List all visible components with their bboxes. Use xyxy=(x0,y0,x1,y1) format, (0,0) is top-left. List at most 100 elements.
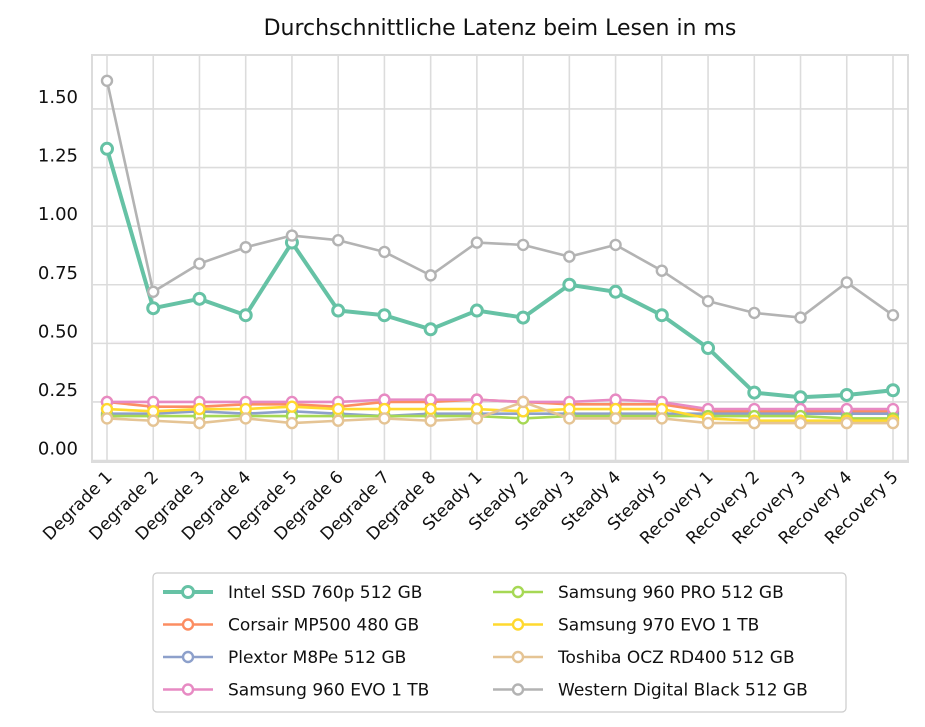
data-point xyxy=(563,250,576,263)
data-point xyxy=(701,294,715,308)
legend-item-plextor-m8pe-512-gb: Plextor M8Pe 512 GB xyxy=(163,648,406,668)
series-line xyxy=(106,400,893,425)
y-tick-label: 0.50 xyxy=(38,321,78,342)
data-point xyxy=(516,395,530,409)
data-point xyxy=(147,285,160,298)
legend-marker xyxy=(181,683,195,696)
chart-title: Durchschnittliche Latenz beim Lesen in m… xyxy=(264,16,737,41)
data-point xyxy=(378,245,391,259)
legend-label: Western Digital Black 512 GB xyxy=(558,681,808,701)
legend-box xyxy=(152,572,847,713)
data-point xyxy=(655,412,669,425)
legend-item-western-digital-black-512-gb: Western Digital Black 512 GB xyxy=(493,681,808,701)
data-point xyxy=(238,308,253,323)
legend-item-toshiba-ocz-rd400-512-gb: Toshiba OCZ RD400 512 GB xyxy=(493,648,795,668)
data-point xyxy=(193,416,206,430)
legend-label: Samsung 960 EVO 1 TB xyxy=(228,681,429,701)
data-point xyxy=(701,341,716,356)
series-line xyxy=(105,80,894,319)
data-point xyxy=(424,414,437,427)
legend-item-samsung-960-evo-1-tb: Samsung 960 EVO 1 TB xyxy=(163,681,429,701)
data-point xyxy=(147,414,160,427)
data-point xyxy=(331,402,345,416)
series-line xyxy=(107,410,893,418)
series-line xyxy=(105,148,894,400)
legend-label: Corsair MP500 480 GB xyxy=(228,616,419,636)
data-point xyxy=(424,269,437,282)
data-point xyxy=(747,385,762,400)
legend-marker xyxy=(181,585,195,599)
data-point xyxy=(285,416,299,430)
data-point xyxy=(100,412,114,425)
data-point xyxy=(239,241,252,254)
legend-item-samsung-970-evo-1-tb: Samsung 970 EVO 1 TB xyxy=(493,616,759,636)
data-point xyxy=(470,236,484,249)
legend-label: Intel SSD 760p 512 GB xyxy=(228,583,422,603)
data-point xyxy=(193,402,206,416)
series-line xyxy=(107,414,893,420)
legend-item-samsung-960-pro-512-gb: Samsung 960 PRO 512 GB xyxy=(493,583,784,603)
series-western-digital-black-512-gb xyxy=(100,74,900,324)
data-point xyxy=(794,416,807,430)
data-point xyxy=(794,311,807,324)
data-point xyxy=(331,303,346,318)
legend-label: Samsung 960 PRO 512 GB xyxy=(558,583,784,603)
data-point xyxy=(423,322,438,337)
data-point xyxy=(378,412,391,425)
legend-item-intel-ssd-760p-512-gb: Intel SSD 760p 512 GB xyxy=(163,583,422,603)
data-point xyxy=(331,414,345,427)
grid xyxy=(92,55,908,462)
y-tick-label: 0.75 xyxy=(38,263,78,284)
data-point xyxy=(331,234,345,247)
legend-marker xyxy=(511,650,525,664)
y-tick-label: 1.00 xyxy=(38,204,78,225)
y-axis: 0.00 0.25 0.50 0.75 1.00 1.25 1.50 xyxy=(38,87,78,460)
data-point xyxy=(516,310,531,325)
data-point xyxy=(748,416,761,430)
data-point xyxy=(701,416,715,430)
data-point xyxy=(100,141,114,156)
legend: Intel SSD 760p 512 GB Corsair MP500 480 G… xyxy=(152,572,847,713)
data-point xyxy=(609,238,622,252)
data-point xyxy=(516,238,530,252)
y-tick-label: 0.00 xyxy=(38,439,78,460)
legend-label: Samsung 970 EVO 1 TB xyxy=(558,616,759,636)
legend-marker xyxy=(511,618,525,631)
series-intel-ssd-760p-512-gb xyxy=(100,141,900,405)
data-point xyxy=(285,229,299,242)
y-tick-label: 0.25 xyxy=(38,380,78,401)
plot-frame xyxy=(91,54,909,463)
data-point xyxy=(563,412,576,425)
data-point xyxy=(470,412,484,425)
data-point xyxy=(840,276,853,289)
data-point xyxy=(886,383,900,398)
data-point xyxy=(192,291,207,306)
series-line xyxy=(107,398,893,411)
data-point xyxy=(608,284,623,299)
legend-marker xyxy=(511,683,525,696)
data-point xyxy=(609,412,622,425)
legend-marker xyxy=(181,618,195,631)
data-point xyxy=(748,306,761,320)
data-point xyxy=(285,400,299,413)
data-point xyxy=(146,301,161,316)
data-point xyxy=(840,416,853,430)
data-point xyxy=(100,74,114,87)
legend-item-corsair-mp500-480-gb: Corsair MP500 480 GB xyxy=(163,616,419,636)
data-point xyxy=(886,416,900,430)
legend-label: Toshiba OCZ RD400 512 GB xyxy=(557,648,795,668)
data-point xyxy=(655,264,669,277)
data-point xyxy=(562,277,577,292)
y-tick-label: 1.25 xyxy=(38,146,78,167)
data-point xyxy=(193,257,206,270)
y-tick-label: 1.50 xyxy=(38,87,78,108)
legend-label: Plextor M8Pe 512 GB xyxy=(228,648,406,668)
legend-marker xyxy=(181,650,195,664)
data-point xyxy=(886,309,900,322)
data-point xyxy=(377,308,392,323)
data-point xyxy=(239,412,252,425)
series-toshiba-ocz-rd400-512-gb xyxy=(100,395,900,430)
data-point xyxy=(424,402,437,416)
